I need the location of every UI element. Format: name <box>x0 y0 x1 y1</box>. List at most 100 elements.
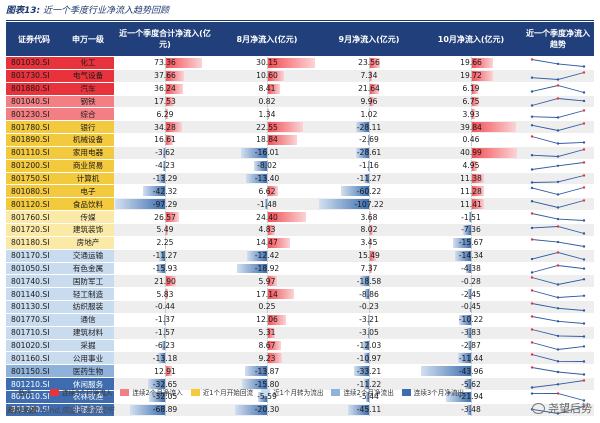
trend-point <box>530 302 534 305</box>
trend-point <box>556 180 560 183</box>
cell-industry: 公用事业 <box>62 352 114 365</box>
axis-tick <box>267 198 268 211</box>
value-bar <box>369 70 373 81</box>
trend-point <box>582 344 586 348</box>
trend-point <box>556 218 560 221</box>
axis-tick <box>369 301 370 313</box>
cell-code: 801020.SI <box>6 339 62 352</box>
value-bar <box>355 122 369 133</box>
cell-value-c1: 2.25 <box>114 236 216 249</box>
trend-sparkline <box>530 328 586 338</box>
value-text: -0.45 <box>461 302 481 312</box>
value-text: 5.97 <box>258 276 276 286</box>
cell-value-c4: 3.93 <box>420 108 522 121</box>
cell-code: 801130.SI <box>6 301 62 313</box>
cell-value-c3: 23.56 <box>318 57 420 69</box>
cell-code: 801110.SI <box>6 146 62 159</box>
value-text: -2.69 <box>359 135 379 145</box>
value-text: -12.03 <box>356 340 382 350</box>
axis-tick <box>471 198 472 211</box>
value-text: -18.58 <box>356 276 382 286</box>
value-text: -5.62 <box>461 379 481 389</box>
axis-tick <box>267 159 268 172</box>
trend-point <box>530 153 534 157</box>
value-bar <box>267 109 270 120</box>
value-bar <box>267 224 275 235</box>
axis-tick <box>471 301 472 313</box>
axis-tick <box>165 378 166 390</box>
value-bar <box>454 250 471 261</box>
cell-value-c2: -8.02 <box>216 159 318 172</box>
value-bar <box>369 58 380 68</box>
cell-value-c2: 4.83 <box>216 223 318 236</box>
cell-value-c1: 37.66 <box>114 69 216 82</box>
trend-sparkline <box>530 199 586 209</box>
cell-value-c3: -18.58 <box>318 275 420 288</box>
axis-tick <box>267 262 268 275</box>
value-bar <box>165 289 168 300</box>
axis-tick <box>369 390 370 403</box>
legend-swatch <box>190 388 200 396</box>
axis-tick <box>369 69 370 82</box>
cell-code: 801140.SI <box>6 288 62 301</box>
value-text: -8.86 <box>359 289 379 299</box>
value-text: -4.38 <box>461 263 481 273</box>
value-text: 21.64 <box>358 84 380 94</box>
value-bar <box>341 186 369 197</box>
cell-code: 801790.SI <box>6 403 62 416</box>
value-bar <box>148 391 165 402</box>
trend-point <box>582 399 586 402</box>
cell-code: 801720.SI <box>6 223 62 236</box>
cell-value-c3: 9.96 <box>318 95 420 108</box>
cell-value-c2: 30.15 <box>216 57 318 69</box>
value-text: 17.53 <box>154 96 176 106</box>
title-underline <box>6 20 594 21</box>
cell-trend <box>522 224 594 236</box>
trend-point <box>582 148 586 151</box>
cell-value-c2: 0.25 <box>216 301 318 313</box>
trend-point <box>530 270 534 274</box>
cell-value-c2: 24.40 <box>216 211 318 223</box>
cell-value-c3: -8.86 <box>318 288 420 301</box>
value-bar <box>464 379 471 389</box>
cell-value-c3: -2.69 <box>318 134 420 146</box>
cell-value-c4: -11.44 <box>420 352 522 365</box>
axis-tick <box>165 57 166 69</box>
cell-value-c4: 40.99 <box>420 146 522 159</box>
value-text: -1.57 <box>155 328 175 338</box>
trend-point <box>582 266 586 270</box>
value-bar <box>458 353 471 364</box>
axis-tick <box>267 378 268 390</box>
trend-point <box>530 103 534 107</box>
cell-value-c1: -6.23 <box>114 339 216 352</box>
value-text: 7.37 <box>360 263 378 273</box>
value-text: 4.83 <box>258 225 276 235</box>
cell-trend <box>522 263 594 275</box>
cell-trend <box>522 121 594 133</box>
table-row: 801760.SI 传媒 26.57 24.40 3.68 -1.51 <box>6 211 594 224</box>
value-text: 3.45 <box>360 238 378 248</box>
cell-code: 801740.SI <box>6 275 62 288</box>
cell-code: 801010.SI <box>6 390 62 403</box>
axis-tick <box>267 313 268 326</box>
trend-point <box>530 315 534 318</box>
value-text: -20.30 <box>254 405 280 415</box>
cell-value-c1: -32.65 <box>114 378 216 390</box>
trend-point <box>556 347 560 351</box>
trend-sparkline <box>530 71 586 81</box>
axis-tick <box>471 95 472 108</box>
axis-tick <box>165 275 166 288</box>
value-bar <box>471 173 484 184</box>
value-text: 16.61 <box>154 135 176 145</box>
value-text: -107.22 <box>354 199 384 209</box>
table-row: 801160.SI 公用事业 -13.18 9.23 -10.97 -11.44 <box>6 352 594 366</box>
table-row: 801790.SI 非银金融 -68.89 -20.30 -45.11 -3.48 <box>6 403 594 417</box>
axis-tick <box>267 146 268 159</box>
value-bar <box>267 83 281 94</box>
cell-trend <box>522 365 594 377</box>
value-bar <box>148 379 165 389</box>
figure-title: 图表13: 近一个季度行业净流入趋势回顾 <box>6 3 594 21</box>
value-text: -3.05 <box>359 328 379 338</box>
value-text: -3.62 <box>155 148 175 158</box>
value-text: 6.19 <box>462 84 480 94</box>
